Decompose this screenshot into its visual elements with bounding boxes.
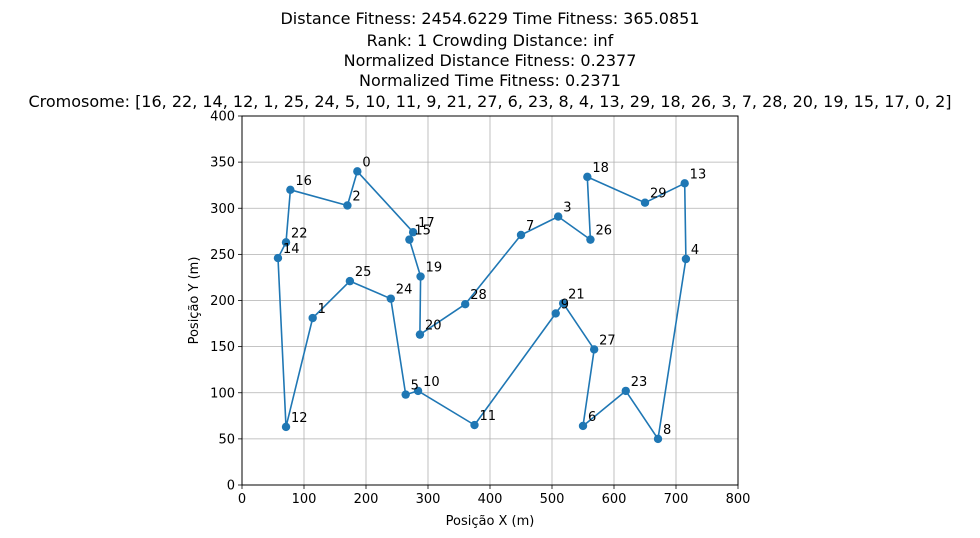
- city-point-20: [415, 330, 425, 339]
- city-label-9: 9: [561, 297, 569, 312]
- city-point-23: [621, 386, 630, 396]
- points-layer: [273, 167, 691, 444]
- point-labels-layer: 0123456789101112131415161718192021222324…: [283, 155, 706, 438]
- city-point-17: [408, 228, 418, 237]
- city-point-5: [401, 390, 410, 399]
- city-point-22: [281, 238, 291, 247]
- city-label-16: 16: [295, 174, 312, 189]
- city-label-12: 12: [291, 411, 308, 426]
- city-point-3: [554, 212, 563, 221]
- y-axis-ticks: 0 50 100 150 200 250 300 350 400: [210, 110, 242, 494]
- city-label-21: 21: [568, 287, 585, 302]
- city-label-7: 7: [526, 219, 534, 234]
- city-point-21: [558, 299, 568, 308]
- city-label-24: 24: [396, 283, 413, 298]
- chart-title: Distance Fitness: 2454.6229 Time Fitness…: [28, 9, 951, 111]
- city-label-18: 18: [592, 161, 609, 176]
- city-label-27: 27: [599, 333, 616, 348]
- city-label-23: 23: [631, 375, 648, 390]
- y-tick-label: 0: [227, 479, 235, 494]
- city-label-25: 25: [355, 265, 372, 280]
- title-line: Distance Fitness: 2454.6229 Time Fitness…: [280, 9, 699, 28]
- city-label-2: 2: [352, 189, 360, 204]
- city-label-28: 28: [470, 288, 487, 303]
- city-point-18: [583, 172, 592, 182]
- x-tick-label: 700: [664, 492, 689, 507]
- city-point-24: [386, 294, 395, 303]
- city-label-3: 3: [563, 201, 571, 216]
- x-tick-label: 100: [292, 492, 317, 507]
- x-tick-label: 400: [478, 492, 503, 507]
- x-tick-label: 0: [238, 492, 246, 507]
- title-line: Cromosome: [16, 22, 14, 12, 1, 25, 24, 5…: [28, 92, 951, 111]
- y-tick-label: 250: [210, 248, 235, 263]
- city-point-10: [413, 386, 423, 396]
- city-point-26: [586, 235, 595, 244]
- city-label-15: 15: [414, 224, 431, 239]
- city-point-9: [551, 309, 560, 318]
- y-tick-label: 200: [210, 294, 235, 309]
- city-label-1: 1: [318, 302, 326, 317]
- x-tick-label: 800: [726, 492, 751, 507]
- city-label-13: 13: [690, 167, 707, 182]
- city-label-6: 6: [588, 410, 596, 425]
- city-point-29: [640, 198, 650, 207]
- city-label-14: 14: [283, 242, 300, 257]
- city-point-1: [308, 313, 317, 323]
- y-axis-label: Posição Y (m): [187, 257, 202, 345]
- x-tick-label: 300: [416, 492, 441, 507]
- city-point-15: [405, 235, 414, 244]
- y-tick-label: 350: [210, 156, 235, 171]
- y-tick-label: 300: [210, 202, 235, 217]
- title-line: Normalized Distance Fitness: 0.2377: [344, 51, 637, 70]
- x-tick-label: 500: [540, 492, 565, 507]
- x-tick-label: 600: [602, 492, 627, 507]
- title-line: Rank: 1 Crowding Distance: inf: [367, 31, 614, 50]
- city-label-8: 8: [663, 423, 671, 438]
- city-label-19: 19: [426, 261, 443, 276]
- city-label-29: 29: [650, 187, 667, 202]
- city-point-8: [653, 434, 663, 444]
- city-point-4: [681, 254, 691, 264]
- y-tick-label: 400: [210, 110, 235, 125]
- city-point-13: [680, 179, 689, 188]
- city-label-4: 4: [691, 243, 699, 258]
- city-point-0: [353, 167, 362, 176]
- city-label-11: 11: [480, 409, 497, 424]
- city-point-19: [416, 272, 425, 281]
- city-point-25: [345, 276, 355, 286]
- y-tick-label: 100: [210, 386, 235, 401]
- city-label-26: 26: [595, 224, 612, 239]
- city-label-17: 17: [418, 216, 435, 231]
- title-line: Normalized Time Fitness: 0.2371: [359, 71, 621, 90]
- city-point-2: [343, 201, 352, 210]
- city-point-16: [286, 185, 295, 194]
- city-point-28: [461, 299, 470, 309]
- city-point-14: [273, 253, 283, 263]
- city-label-22: 22: [291, 226, 308, 241]
- city-point-7: [516, 230, 526, 240]
- city-point-27: [589, 345, 599, 354]
- city-label-20: 20: [425, 319, 442, 334]
- x-axis-ticks: 0 100 200 300 400 500 600 700 800: [238, 485, 751, 507]
- x-tick-label: 200: [354, 492, 379, 507]
- city-label-5: 5: [411, 379, 419, 394]
- y-tick-label: 150: [210, 340, 235, 355]
- city-point-12: [281, 422, 291, 432]
- city-point-6: [578, 421, 588, 431]
- city-label-0: 0: [362, 155, 370, 170]
- y-tick-label: 50: [218, 432, 235, 447]
- city-label-10: 10: [423, 375, 440, 390]
- x-axis-label: Posição X (m): [446, 514, 535, 529]
- city-point-11: [470, 420, 479, 430]
